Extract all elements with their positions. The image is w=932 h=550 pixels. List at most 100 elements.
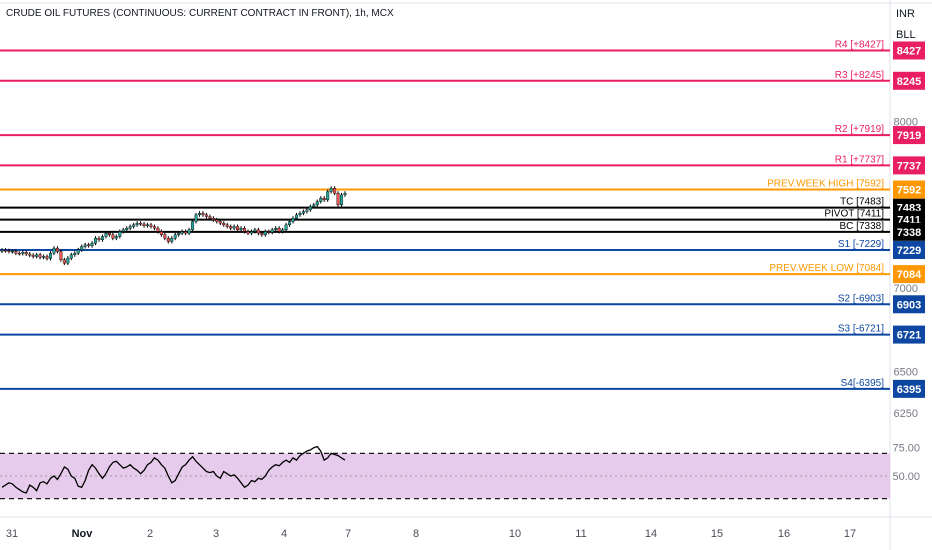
level-price-tag-label: 7084 bbox=[897, 269, 922, 281]
candle-body bbox=[62, 259, 66, 264]
candle-body bbox=[267, 231, 271, 233]
candle-body bbox=[211, 217, 215, 221]
candle-body bbox=[159, 231, 163, 236]
chart-title: CRUDE OIL FUTURES (CONTINUOUS: CURRENT C… bbox=[6, 8, 394, 19]
candle-body bbox=[45, 256, 49, 259]
candle-body bbox=[132, 224, 136, 227]
level-price-tag-label: 6721 bbox=[897, 330, 921, 342]
candle-body bbox=[343, 192, 347, 196]
level-price-tag bbox=[893, 180, 925, 199]
level-label: R3 [+8245] bbox=[835, 70, 884, 81]
price-axis-tick-label: 6250 bbox=[894, 408, 918, 420]
candle-body bbox=[326, 191, 330, 201]
candle-body bbox=[222, 222, 226, 226]
time-axis-tick-label: 16 bbox=[778, 528, 790, 540]
candle-body bbox=[218, 221, 222, 224]
candle-body bbox=[156, 227, 160, 232]
level-price-tag-label: 8427 bbox=[897, 45, 921, 57]
level-label: PIVOT [7411] bbox=[824, 209, 884, 220]
candle-body bbox=[66, 257, 70, 264]
candle-body bbox=[80, 246, 84, 251]
candle-body bbox=[163, 234, 167, 239]
candle-body bbox=[201, 212, 205, 216]
time-axis-tick-label: 17 bbox=[844, 528, 856, 540]
candle-body bbox=[229, 226, 233, 229]
candle-body bbox=[17, 252, 21, 255]
level-price-tag-label: 6903 bbox=[897, 299, 921, 311]
time-axis-tick-label: 14 bbox=[645, 528, 657, 540]
candle-body bbox=[260, 232, 264, 236]
candle-body bbox=[270, 229, 274, 233]
time-axis-tick-label: 4 bbox=[281, 528, 287, 540]
candle-body bbox=[59, 251, 63, 261]
candle-body bbox=[301, 211, 305, 214]
candle-body bbox=[208, 216, 212, 219]
candle-body bbox=[149, 224, 153, 227]
level-label: PREV.WEEK LOW [7084] bbox=[769, 263, 884, 274]
level-price-tag bbox=[893, 41, 925, 60]
candle-body bbox=[281, 229, 285, 232]
level-label: S3 [-6721] bbox=[838, 324, 884, 335]
candle-body bbox=[35, 254, 39, 257]
candle-body bbox=[191, 221, 195, 231]
time-axis-tick-label: Nov bbox=[72, 528, 94, 540]
candle-body bbox=[139, 222, 143, 225]
candle-body bbox=[263, 231, 267, 236]
candle-body bbox=[135, 222, 139, 226]
candle-body bbox=[333, 188, 337, 194]
candle-body bbox=[97, 237, 101, 241]
candle-body bbox=[73, 252, 77, 256]
rsi-axis-tick-label: 50.00 bbox=[892, 471, 920, 483]
candle-body bbox=[253, 229, 257, 232]
candle-body bbox=[90, 242, 94, 246]
rsi-axis-tick-label: 75.00 bbox=[892, 443, 920, 455]
level-label: PREV.WEEK HIGH [7592] bbox=[767, 179, 884, 190]
candle-body bbox=[246, 231, 250, 234]
candle-body bbox=[336, 192, 340, 206]
candle-body bbox=[31, 254, 35, 257]
level-price-tag-label: 7229 bbox=[897, 245, 921, 257]
candle-body bbox=[128, 226, 132, 229]
level-price-tag bbox=[893, 265, 925, 284]
candle-body bbox=[28, 253, 32, 256]
level-label: S2 [-6903] bbox=[838, 293, 884, 304]
candle-body bbox=[55, 247, 59, 252]
candle-body bbox=[187, 229, 191, 234]
candle-body bbox=[173, 234, 177, 239]
candle-body bbox=[315, 201, 319, 206]
candle-body bbox=[118, 231, 122, 237]
level-label: R2 [+7919] bbox=[835, 124, 884, 135]
candle-body bbox=[7, 250, 11, 252]
level-label: TC [7483] bbox=[840, 197, 884, 208]
candle-body bbox=[308, 206, 312, 211]
candle-body bbox=[184, 231, 188, 234]
level-price-tag-label: 6395 bbox=[897, 384, 921, 396]
candle-body bbox=[288, 221, 292, 226]
candle-body bbox=[42, 256, 46, 258]
candle-body bbox=[194, 214, 198, 222]
candle-body bbox=[236, 226, 240, 231]
level-price-tag bbox=[893, 71, 925, 90]
candle-body bbox=[38, 254, 42, 258]
candle-body bbox=[87, 244, 91, 247]
candle-body bbox=[232, 226, 236, 229]
level-label: R1 [+7737] bbox=[835, 154, 884, 165]
candle-body bbox=[83, 244, 87, 247]
level-price-tag-label: 7737 bbox=[897, 160, 921, 172]
candle-body bbox=[152, 226, 156, 229]
level-price-tag bbox=[893, 126, 925, 145]
level-label: BC [7338] bbox=[840, 221, 885, 232]
candle-body bbox=[277, 227, 281, 232]
level-price-tag-label: 7919 bbox=[897, 130, 921, 142]
candle-body bbox=[166, 237, 170, 242]
candle-body bbox=[225, 224, 229, 227]
candle-body bbox=[0, 249, 4, 252]
candle-body bbox=[76, 249, 80, 254]
candle-body bbox=[146, 224, 150, 227]
candle-body bbox=[94, 237, 98, 244]
candle-body bbox=[243, 227, 247, 232]
price-axis-tick-label: 8000 bbox=[894, 117, 918, 129]
candle-body bbox=[322, 197, 326, 201]
level-price-tag bbox=[893, 379, 925, 398]
